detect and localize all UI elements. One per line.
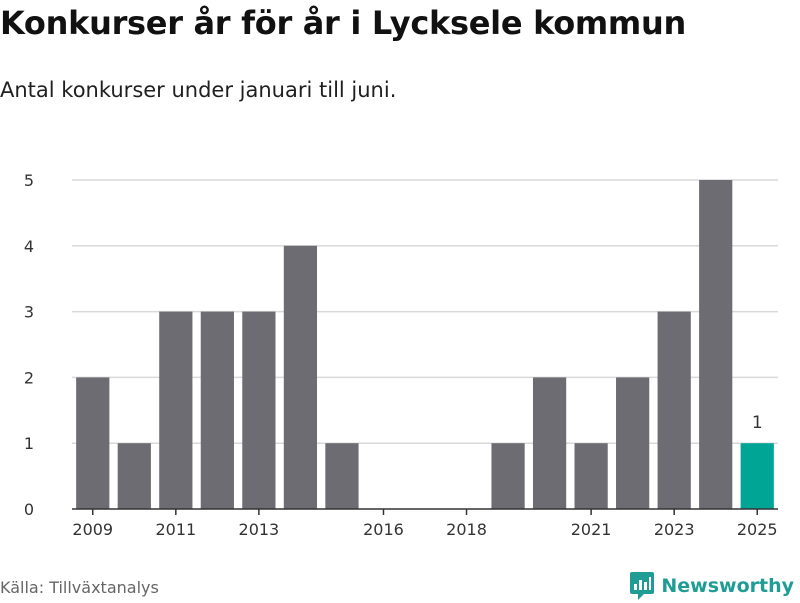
- bar-2022: [616, 377, 650, 509]
- bar-2012: [200, 311, 234, 509]
- bar-2015: [325, 443, 359, 509]
- bar-2024: [699, 180, 733, 509]
- y-tick-label: 4: [24, 237, 34, 256]
- bar-2019: [491, 443, 525, 509]
- y-tick-label: 3: [24, 303, 34, 322]
- bar-2025: [740, 443, 774, 509]
- x-tick-label: 2013: [239, 520, 280, 539]
- y-tick-label: 1: [24, 434, 34, 453]
- bar-2010: [117, 443, 151, 509]
- bar-2013: [242, 311, 276, 509]
- bar-2021: [574, 443, 608, 509]
- chart-title: Konkurser år för år i Lycksele kommun: [0, 4, 686, 42]
- brand-name: Newsworthy: [661, 575, 794, 597]
- x-tick-label: 2023: [654, 520, 695, 539]
- chart-subtitle: Antal konkurser under januari till juni.: [0, 78, 397, 102]
- bar-chart: 0 1 2 3 4 5 1 2009 2011 2013 2016 2018 2021 2023 202…: [24, 171, 778, 539]
- x-tick-label: 2011: [155, 520, 196, 539]
- data-label: 1: [752, 413, 763, 433]
- x-tick-label: 2021: [571, 520, 612, 539]
- data-labels: 1: [752, 413, 763, 433]
- x-tick-label: 2009: [72, 520, 113, 539]
- y-tick-label: 2: [24, 368, 34, 387]
- newsworthy-logo-icon: [630, 572, 655, 600]
- x-tick-label: 2016: [363, 520, 404, 539]
- x-tick-label: 2018: [446, 520, 487, 539]
- y-tick-label: 5: [24, 171, 34, 190]
- x-axis-ticks: 2009 2011 2013 2016 2018 2021 2023 2025: [72, 509, 778, 539]
- bar-2023: [657, 311, 691, 509]
- bar-2014: [283, 245, 318, 510]
- bar-2020: [532, 377, 567, 509]
- bar-2011: [159, 311, 193, 509]
- y-axis-ticks: 0 1 2 3 4 5: [24, 171, 34, 519]
- bar-2009: [76, 377, 110, 509]
- source-note: Källa: Tillväxtanalys: [0, 578, 159, 597]
- x-tick-label: 2025: [737, 520, 778, 539]
- bars: [76, 180, 774, 510]
- y-tick-label: 0: [24, 500, 34, 519]
- brand-logo: Newsworthy: [629, 569, 794, 603]
